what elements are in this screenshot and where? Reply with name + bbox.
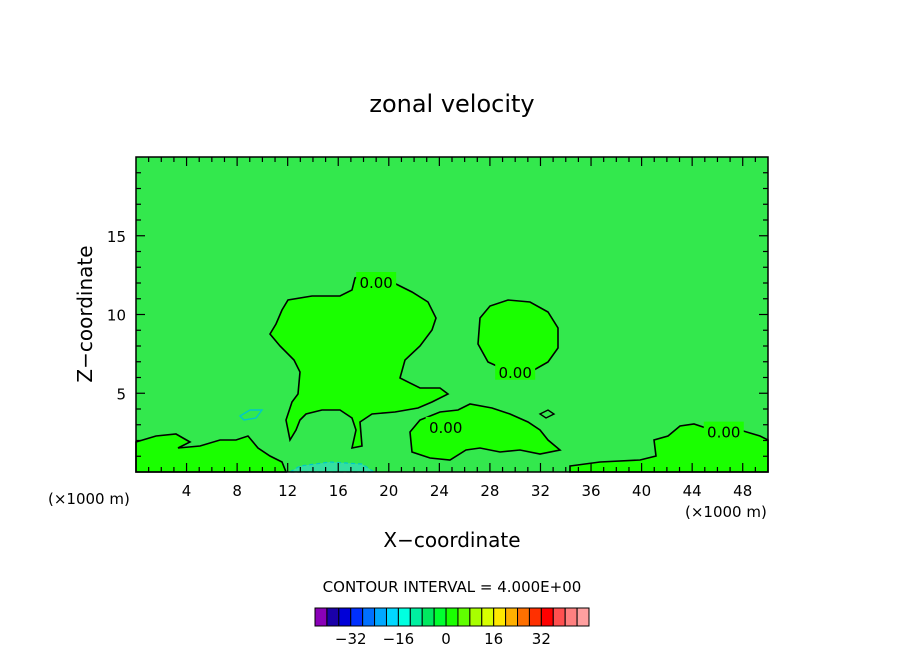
colorbar-tick-label: 32: [532, 630, 551, 648]
colorbar-swatch: [457, 607, 471, 627]
contour-label: 0.00: [429, 419, 462, 437]
x-tick-label: 16: [329, 482, 348, 500]
contour-label: 0.00: [359, 274, 392, 292]
x-tick-labels: 4 8 12 16 20 24 28 32 36 40 44 48: [182, 482, 752, 500]
contour-label-bg: [495, 361, 536, 380]
colorbar-swatch: [576, 607, 590, 627]
x-tick-label: 32: [531, 482, 550, 500]
region-small-oval: [238, 409, 264, 421]
colorbar-swatch: [362, 607, 376, 627]
colorbar-swatch: [481, 607, 495, 627]
region-central: [269, 273, 450, 450]
colorbar-swatch: [350, 607, 364, 627]
colorbar-swatch: [409, 607, 423, 627]
x-tick-label: 4: [182, 482, 192, 500]
colorbar-swatch: [397, 607, 411, 627]
x-tick-label: 44: [683, 482, 702, 500]
colorbar-swatch: [564, 607, 578, 627]
contour-label-bg: [356, 272, 397, 290]
region-right-blob: [477, 299, 559, 373]
y-tick-labels: 5 10 15: [107, 228, 126, 404]
chart-title: zonal velocity: [369, 90, 534, 118]
colorbar-swatch: [528, 607, 542, 627]
colorbar-labels: −32 −16 0 16 32: [335, 630, 551, 648]
region-small-ring: [538, 409, 556, 419]
x-tick-label: 8: [232, 482, 242, 500]
colorbar-swatch: [421, 607, 435, 627]
contour-label: 0.00: [707, 424, 740, 442]
colorbar-swatch: [469, 607, 483, 627]
colorbar-swatch: [433, 607, 447, 627]
colorbar-swatch: [552, 607, 566, 627]
colorbar-swatch: [505, 607, 519, 627]
region-bottom-left: [135, 433, 288, 473]
contour-label-bg: [425, 416, 466, 435]
y-axis-label: Z−coordinate: [73, 245, 97, 382]
colorbar-swatch: [445, 607, 459, 627]
contour-label: 0.00: [498, 364, 531, 382]
colorbar-tick-label: 16: [484, 630, 503, 648]
x-unit-right: (×1000 m): [685, 503, 767, 521]
x-tick-label: 40: [632, 482, 651, 500]
colorbar-tick-label: −32: [335, 630, 367, 648]
x-tick-label: 36: [581, 482, 600, 500]
y-tick-label: 15: [107, 228, 126, 246]
y-tick-label: 5: [116, 385, 126, 403]
y-tick-label: 10: [107, 307, 126, 325]
x-tick-label: 48: [733, 482, 752, 500]
contour-label-layer: 0.00 0.00 0.00 0.00: [356, 272, 744, 442]
x-tick-label: 12: [278, 482, 297, 500]
colorbar-swatch: [314, 607, 328, 627]
x-tick-label: 20: [379, 482, 398, 500]
colorbar-swatch: [326, 607, 340, 627]
colorbar-tick-label: −16: [383, 630, 415, 648]
axis-ticks: [136, 157, 768, 472]
colorbar-swatch: [517, 607, 530, 627]
contour-interval-text: CONTOUR INTERVAL = 4.000E+00: [323, 578, 582, 596]
colorbar: [314, 607, 590, 627]
colorbar-swatch: [338, 607, 352, 627]
region-bottom-dip: [287, 461, 376, 473]
x-axis-label: X−coordinate: [383, 528, 520, 552]
contour-label-bg: [703, 421, 744, 440]
x-tick-label: 28: [480, 482, 499, 500]
colorbar-tick-label: 0: [441, 630, 451, 648]
colorbar-swatch: [374, 607, 387, 627]
colorbar-swatch: [540, 607, 554, 627]
x-unit-left: (×1000 m): [48, 490, 130, 508]
colorbar-swatch: [385, 607, 399, 627]
colorbar-swatch: [493, 607, 507, 627]
x-tick-label: 24: [430, 482, 449, 500]
